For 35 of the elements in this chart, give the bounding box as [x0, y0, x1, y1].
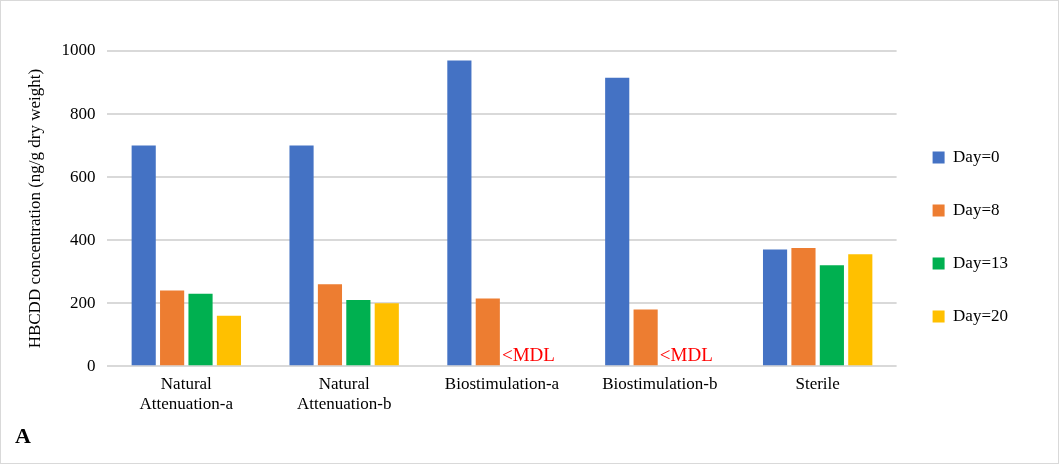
- bar: [216, 315, 242, 366]
- bar: [346, 300, 371, 366]
- bar: [289, 145, 314, 366]
- y-tick-label: 400: [69, 229, 96, 249]
- bar: [605, 77, 630, 366]
- annotation: <MDL: [659, 343, 713, 365]
- y-tick-label: 600: [69, 166, 96, 186]
- x-tick-label: Natural Attenuation-b: [296, 373, 392, 414]
- bar: [447, 60, 472, 366]
- bar: [188, 293, 213, 366]
- y-tick-label: 800: [69, 103, 96, 123]
- y-tick-label: 200: [69, 292, 96, 312]
- annotation: <MDL: [502, 343, 555, 365]
- bar: [475, 298, 500, 366]
- legend-label: Day=8: [953, 199, 1000, 219]
- bar: [819, 265, 844, 366]
- x-tick-label: Biostimulation-b: [602, 373, 718, 393]
- bar: [633, 309, 658, 366]
- bar: [762, 249, 788, 366]
- y-axis-title: HBCDD concentration (ng/g dry weight): [24, 68, 44, 349]
- legend-label: Day=0: [953, 146, 1000, 166]
- bar: [374, 303, 399, 366]
- bar: [131, 145, 156, 366]
- bar: [160, 290, 185, 366]
- bar: [791, 248, 816, 366]
- x-tick-label: Sterile: [795, 373, 840, 393]
- x-tick-label: Natural Attenuation-a: [139, 373, 234, 414]
- x-tick-label: Biostimulation-a: [444, 373, 560, 393]
- bar: [848, 254, 873, 366]
- legend-label: Day=20: [953, 305, 1009, 325]
- y-tick-label: 1000: [61, 40, 96, 60]
- bar: [317, 284, 343, 366]
- text: A: [15, 423, 31, 449]
- y-tick-label: 0: [86, 355, 96, 375]
- legend-label: Day=13: [953, 252, 1009, 272]
